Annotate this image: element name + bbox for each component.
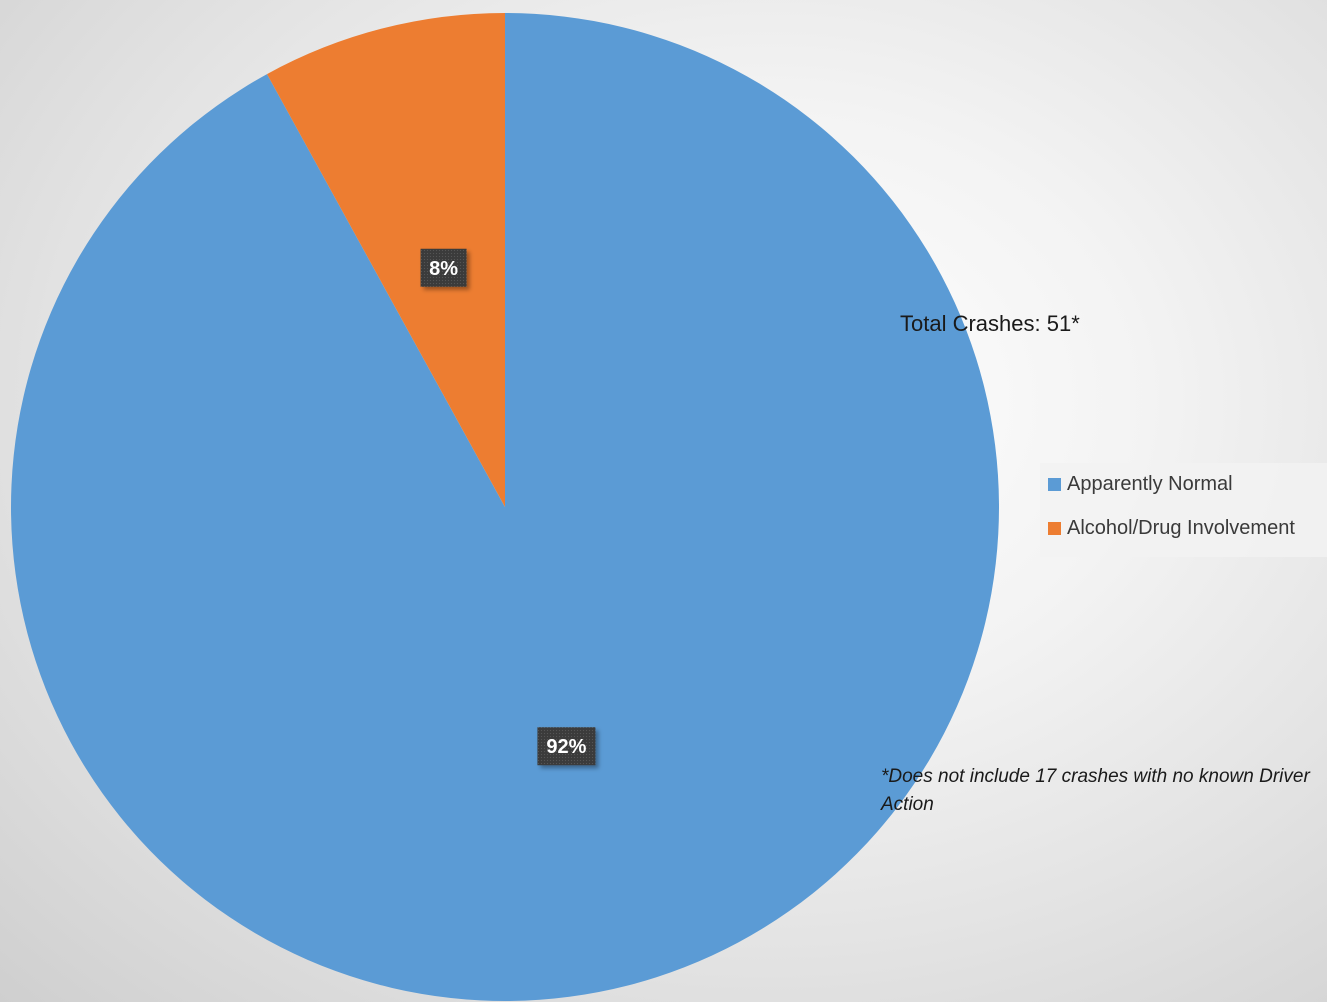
legend-label-alcohol-drug: Alcohol/Drug Involvement — [1067, 517, 1295, 539]
pie-slice-apparently-normal — [10, 13, 1000, 1002]
legend-label-apparently-normal: Apparently Normal — [1067, 473, 1233, 495]
pie-slice-alcohol-drug-involvement — [267, 13, 505, 507]
legend-item-alcohol-drug: Alcohol/Drug Involvement — [1048, 517, 1295, 540]
footnote: *Does not include 17 crashes with no kno… — [881, 766, 1310, 815]
data-label-alcohol-drug-involvement: 8% — [420, 248, 467, 287]
legend-swatch-alcohol-drug — [1048, 522, 1061, 535]
data-label-box — [537, 727, 596, 766]
data-label-box — [420, 248, 467, 287]
legend-item-apparently-normal: Apparently Normal — [1048, 473, 1233, 496]
data-label-text: 8% — [429, 258, 458, 280]
data-label-apparently-normal: 92% — [537, 727, 596, 766]
legend: Apparently Normal Alcohol/Drug Involveme… — [1040, 463, 1327, 557]
legend-swatch-apparently-normal — [1048, 478, 1061, 491]
total-crashes-annotation: Total Crashes: 51* — [900, 311, 1080, 336]
data-label-text: 92% — [546, 736, 586, 758]
